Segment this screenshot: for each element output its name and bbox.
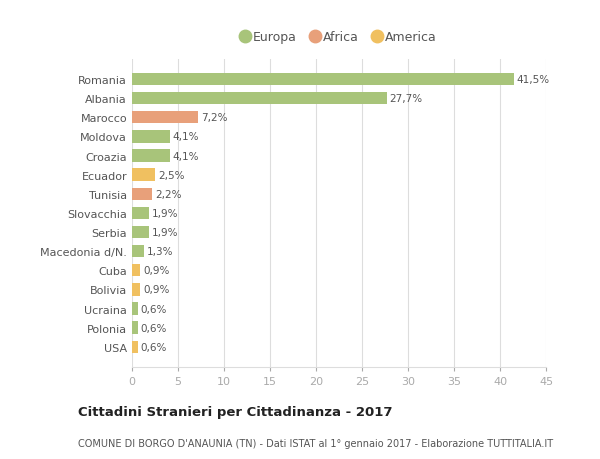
- Text: 4,1%: 4,1%: [172, 132, 199, 142]
- Bar: [132, 302, 137, 315]
- Bar: [132, 284, 140, 296]
- Text: 1,3%: 1,3%: [147, 246, 173, 257]
- Bar: [132, 264, 140, 277]
- Bar: [132, 207, 149, 220]
- Bar: [132, 150, 170, 162]
- Text: 1,9%: 1,9%: [152, 228, 179, 237]
- Text: 0,9%: 0,9%: [143, 285, 169, 295]
- Bar: [132, 341, 137, 353]
- Bar: [132, 188, 152, 201]
- Text: 0,6%: 0,6%: [140, 304, 167, 314]
- Text: 0,6%: 0,6%: [140, 342, 167, 352]
- Text: 1,9%: 1,9%: [152, 208, 179, 218]
- Bar: [132, 226, 149, 239]
- Bar: [132, 93, 387, 105]
- Bar: [132, 131, 170, 143]
- Text: 27,7%: 27,7%: [389, 94, 423, 104]
- Legend: Europa, Africa, America: Europa, Africa, America: [236, 26, 442, 49]
- Text: Cittadini Stranieri per Cittadinanza - 2017: Cittadini Stranieri per Cittadinanza - 2…: [78, 405, 392, 419]
- Bar: [132, 246, 144, 258]
- Text: 2,2%: 2,2%: [155, 190, 182, 199]
- Bar: [132, 73, 514, 86]
- Bar: [132, 169, 155, 181]
- Text: 0,9%: 0,9%: [143, 266, 169, 276]
- Text: 0,6%: 0,6%: [140, 323, 167, 333]
- Text: 7,2%: 7,2%: [201, 113, 227, 123]
- Text: 41,5%: 41,5%: [517, 75, 550, 85]
- Text: 2,5%: 2,5%: [158, 170, 184, 180]
- Text: 4,1%: 4,1%: [172, 151, 199, 161]
- Bar: [132, 112, 198, 124]
- Bar: [132, 322, 137, 334]
- Text: COMUNE DI BORGO D'ANAUNIA (TN) - Dati ISTAT al 1° gennaio 2017 - Elaborazione TU: COMUNE DI BORGO D'ANAUNIA (TN) - Dati IS…: [78, 438, 553, 448]
